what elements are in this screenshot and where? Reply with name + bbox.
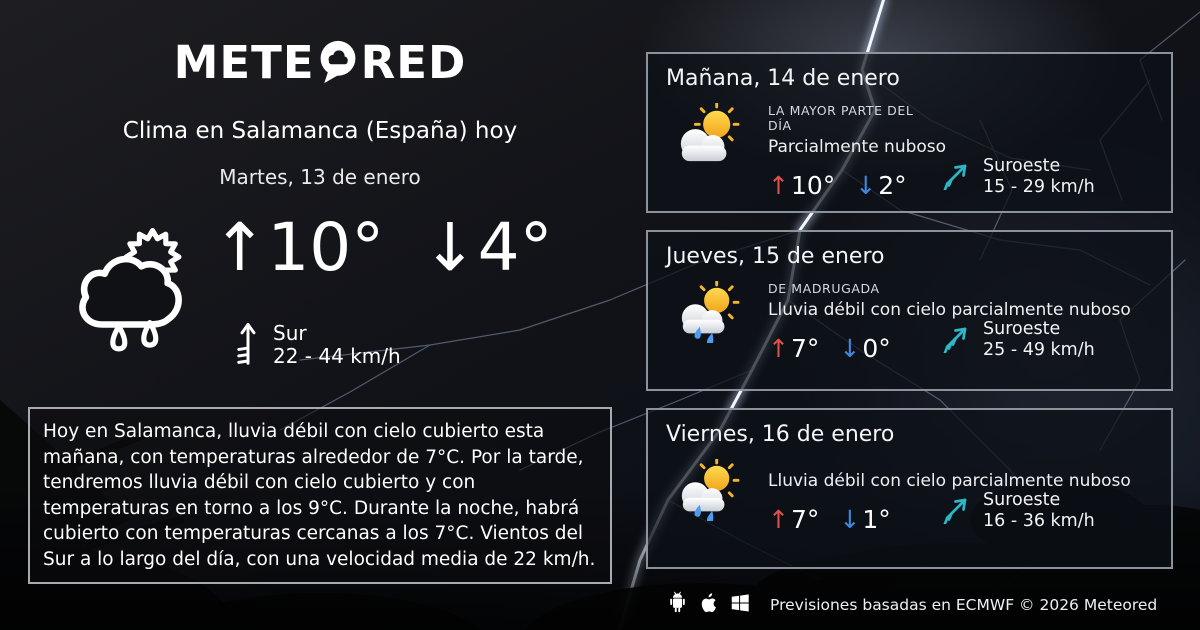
card-wind-speed: 16 - 36 km/h bbox=[983, 511, 1095, 531]
today-temperatures: ↑10° ↓4° bbox=[212, 210, 553, 286]
forecast-card-manana: Mañana, 14 de enero bbox=[646, 52, 1173, 213]
cloud-speech-bubble-icon bbox=[316, 39, 360, 96]
card-min-value: 2° bbox=[878, 171, 907, 200]
android-icon bbox=[666, 591, 689, 619]
card-min-value: 0° bbox=[862, 334, 891, 363]
card-wind-direction: Suroeste bbox=[983, 156, 1061, 176]
up-arrow-icon: ↑ bbox=[212, 209, 268, 286]
card-temperatures: ↑7° ↓1° bbox=[768, 505, 941, 534]
up-arrow-icon: ↑ bbox=[768, 505, 789, 534]
card-condition: Lluvia débil con cielo parcialmente nubo… bbox=[768, 471, 1131, 491]
up-arrow-icon: ↑ bbox=[768, 171, 789, 200]
rain-sun-cloud-icon bbox=[672, 279, 742, 347]
meteored-logo: METE RED bbox=[30, 36, 610, 96]
card-max-value: 10° bbox=[790, 171, 836, 200]
today-max-value: 10° bbox=[267, 209, 385, 286]
forecast-card-viernes: Viernes, 16 de enero bbox=[646, 408, 1173, 569]
card-wind: Suroeste 25 - 49 km/h bbox=[941, 319, 1153, 361]
rain-sun-cloud-icon bbox=[672, 457, 742, 525]
card-part-of-day: LA MAYOR PARTE DEL DÍA bbox=[768, 103, 914, 133]
down-arrow-icon: ↓ bbox=[839, 505, 861, 534]
card-max-value: 7° bbox=[790, 334, 820, 363]
card-wind-speed: 25 - 49 km/h bbox=[983, 340, 1095, 360]
logo-text-right: RED bbox=[360, 36, 467, 89]
today-wind-direction: Sur bbox=[273, 321, 307, 345]
card-condition: Parcialmente nuboso bbox=[768, 137, 947, 157]
card-wind-speed: 15 - 29 km/h bbox=[983, 177, 1095, 197]
up-arrow-icon: ↑ bbox=[768, 334, 789, 363]
windows-icon bbox=[729, 592, 751, 618]
partly-cloudy-icon bbox=[672, 101, 742, 169]
logo-text-left: METE bbox=[173, 36, 315, 89]
card-day-title: Viernes, 16 de enero bbox=[666, 422, 895, 447]
today-min: ↓4° bbox=[422, 210, 552, 286]
card-wind: Suroeste 16 - 36 km/h bbox=[941, 490, 1153, 532]
page-title: Clima en Salamanca (España) hoy bbox=[122, 118, 518, 144]
apple-icon bbox=[698, 591, 720, 619]
wind-barb-icon bbox=[236, 318, 260, 372]
down-arrow-icon: ↓ bbox=[839, 334, 861, 363]
wind-barb-diagonal-icon bbox=[941, 323, 971, 357]
today-wind: Sur 22 - 44 km/h bbox=[236, 318, 401, 372]
card-day-title: Mañana, 14 de enero bbox=[666, 66, 900, 91]
card-day-title: Jueves, 15 de enero bbox=[666, 244, 885, 269]
footer: Previsiones basadas en ECMWF © 2026 Mete… bbox=[666, 591, 1157, 619]
down-arrow-icon: ↓ bbox=[855, 171, 877, 200]
wind-barb-diagonal-icon bbox=[941, 160, 971, 194]
card-temperatures: ↑7° ↓0° bbox=[768, 334, 941, 363]
down-arrow-icon: ↓ bbox=[422, 209, 478, 286]
card-wind-direction: Suroeste bbox=[983, 319, 1061, 339]
card-min-value: 1° bbox=[862, 505, 891, 534]
today-max: ↑10° bbox=[212, 210, 384, 286]
card-wind: Suroeste 15 - 29 km/h bbox=[941, 156, 1153, 198]
forecast-cards: Mañana, 14 de enero bbox=[646, 52, 1173, 569]
wind-barb-diagonal-icon bbox=[941, 494, 971, 528]
page-date: Martes, 13 de enero bbox=[219, 165, 421, 189]
today-weather-icon-rain-sun bbox=[70, 216, 192, 360]
attribution-text: Previsiones basadas en ECMWF © 2026 Mete… bbox=[770, 596, 1158, 614]
card-wind-direction: Suroeste bbox=[983, 490, 1061, 510]
forecast-card-jueves: Jueves, 15 de enero bbox=[646, 230, 1173, 391]
today-summary: Hoy en Salamanca, lluvia débil con cielo… bbox=[28, 407, 612, 584]
card-condition: Lluvia débil con cielo parcialmente nubo… bbox=[768, 300, 1131, 320]
card-part-of-day: DE MADRUGADA bbox=[768, 281, 880, 296]
today-min-value: 4° bbox=[477, 209, 553, 286]
card-max-value: 7° bbox=[790, 505, 820, 534]
today-wind-speed: 22 - 44 km/h bbox=[273, 344, 401, 368]
card-temperatures: ↑10° ↓2° bbox=[768, 171, 941, 200]
